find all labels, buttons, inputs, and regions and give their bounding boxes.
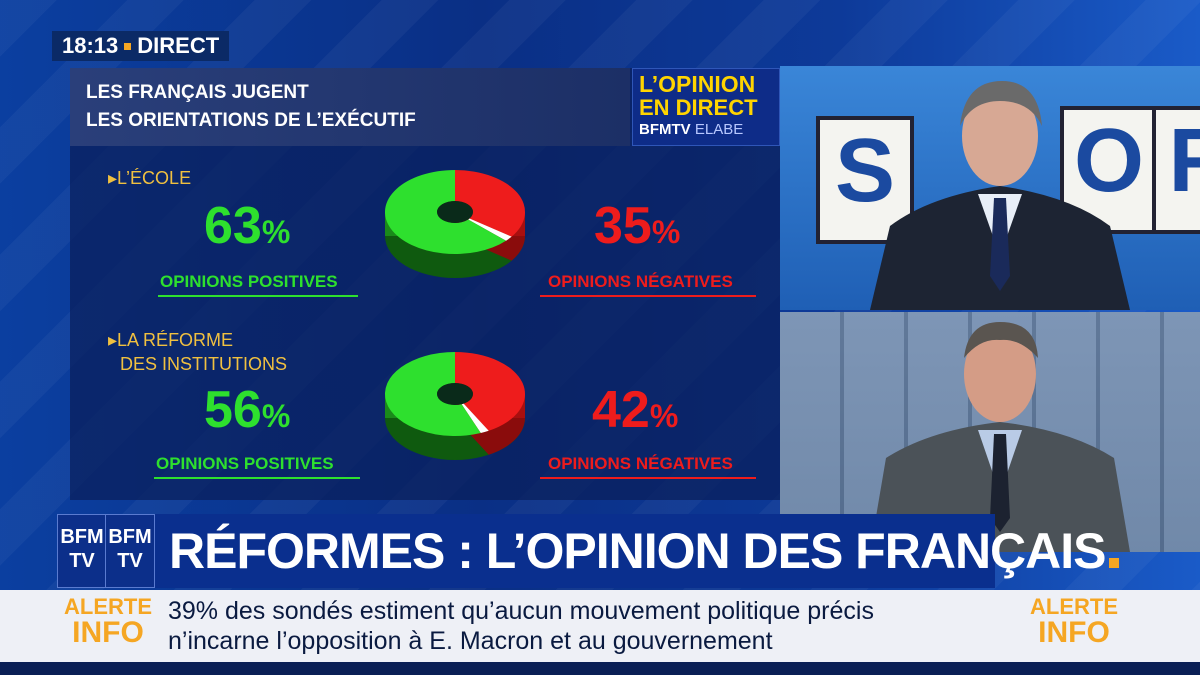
clock-time: 18:13 (62, 33, 119, 58)
studio-camera-top: S O R (780, 66, 1200, 310)
clock-separator-icon (124, 42, 132, 50)
poll-item-1-donut (385, 170, 525, 278)
headline-dot-icon (1108, 558, 1119, 568)
poll-item-2-negative-label: OPINIONS NÉGATIVES (548, 454, 733, 473)
poll-graphic-header: LES FRANÇAIS JUGENT LES ORIENTATIONS DE … (70, 68, 630, 146)
alert-line1: ALERTE (64, 594, 152, 619)
logo-top-text: BFM (60, 526, 104, 548)
bfmtv-logo-2: BFM TV (105, 514, 155, 588)
alert-line2: INFO (72, 616, 144, 649)
logo-line2: EN DIRECT (639, 95, 758, 120)
studio-camera-bottom (780, 312, 1200, 552)
headline-bar: RÉFORMES : L’OPINION DES FRANÇAIS (155, 514, 1119, 588)
alert-line1: ALERTE (1030, 594, 1118, 619)
poll-title-line2: LES ORIENTATIONS DE L’EXÉCUTIF (86, 110, 416, 131)
ticker-text-line2: n’incarne l’opposition à E. Macron et au… (168, 627, 773, 655)
poll-item-1-positive-value: 63% (204, 197, 291, 255)
poll-title-line1: LES FRANÇAIS JUGENT (86, 82, 309, 103)
ticker-text-line1: 39% des sondés estiment qu’aucun mouveme… (168, 597, 874, 625)
poll-item-1-donut-slice-negative (455, 170, 525, 237)
logo-top-text: BFM (108, 526, 152, 548)
poll-item-1-donut-slice-positive (385, 170, 507, 254)
logo-bottom-text: TV (117, 550, 143, 572)
poll-item-2-donut (385, 352, 525, 460)
alerte-info-left: ALERTE INFO (58, 596, 158, 648)
poll-item-1-negative-underline (540, 295, 756, 297)
logo-line1: L’OPINION (639, 71, 756, 97)
ticker-text: 39% des sondés estiment qu’aucun mouveme… (168, 596, 874, 656)
poll-item-1-donut-slice-neutral (468, 218, 512, 241)
poll-item-1-negative-value: 35% (594, 197, 681, 255)
poll-item-2-negative-underline (540, 477, 756, 479)
alerte-info-right: ALERTE INFO (1024, 596, 1124, 648)
headline-text: RÉFORMES : L’OPINION DES FRANÇAIS (169, 522, 1119, 580)
live-label: DIRECT (137, 33, 220, 58)
poll-item-2-positive-value: 56% (204, 381, 291, 439)
opinion-en-direct-logo: L’OPINION EN DIRECT BFMTV ELABE (632, 68, 780, 146)
ticker-bar (0, 590, 1200, 662)
poll-item-2-positive-label: OPINIONS POSITIVES (156, 454, 334, 473)
poll-item-1-donut-hole (437, 201, 473, 223)
guest-1-figure (870, 81, 1130, 310)
bottom-strip (0, 662, 1200, 675)
bfmtv-logo-1: BFM TV (57, 514, 107, 588)
poll-item-2-donut-hole (437, 383, 473, 405)
live-clock: 18:13 DIRECT (52, 31, 230, 61)
poll-item-2-donut-slice-positive (385, 352, 481, 436)
board-letter-3: R (1152, 106, 1200, 234)
poll-item-1-label: ▸L’ÉCOLE (108, 168, 192, 188)
poll-item-1-positive-label: OPINIONS POSITIVES (160, 272, 338, 291)
poll-item-2-negative-value: 42% (592, 381, 679, 439)
poll-item-1-negative-label: OPINIONS NÉGATIVES (548, 272, 733, 291)
poll-item-2-label-line2: DES INSTITUTIONS (120, 354, 288, 374)
poll-item-2-label-line1: ▸LA RÉFORME (108, 330, 234, 350)
poll-item-1-positive-underline (158, 295, 358, 297)
alert-line2: INFO (1038, 616, 1110, 649)
logo-bottom-text: TV (69, 550, 95, 572)
poll-graphic-panel: LES FRANÇAIS JUGENT LES ORIENTATIONS DE … (70, 68, 780, 500)
poll-item-2-positive-underline (154, 477, 360, 479)
poll-item-2-donut-slice-negative (455, 352, 525, 431)
poll-item-2-donut-slice-neutral (461, 403, 489, 434)
logo-brand: BFMTV ELABE (639, 121, 744, 138)
